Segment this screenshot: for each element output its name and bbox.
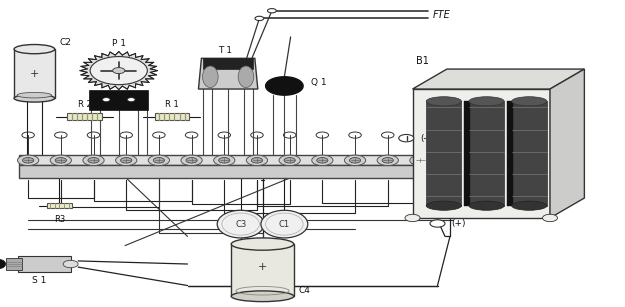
Circle shape	[127, 98, 135, 102]
Text: B1: B1	[416, 56, 429, 66]
Circle shape	[214, 155, 235, 165]
Polygon shape	[266, 77, 303, 95]
Bar	[231, 244, 294, 296]
Polygon shape	[199, 58, 258, 89]
Circle shape	[312, 155, 333, 165]
Ellipse shape	[469, 201, 504, 210]
Bar	[507, 101, 513, 206]
Circle shape	[90, 56, 148, 85]
Text: (+): (+)	[451, 219, 466, 228]
Bar	[426, 101, 461, 206]
Circle shape	[22, 157, 34, 163]
Circle shape	[255, 16, 264, 21]
Circle shape	[344, 155, 366, 165]
Text: FTE: FTE	[432, 10, 450, 20]
Circle shape	[219, 157, 230, 163]
Polygon shape	[550, 69, 584, 218]
Text: +: +	[30, 69, 39, 79]
Text: P 1: P 1	[112, 39, 126, 48]
Circle shape	[377, 155, 398, 165]
Circle shape	[542, 214, 558, 222]
Ellipse shape	[231, 238, 294, 250]
Circle shape	[63, 260, 78, 268]
Ellipse shape	[14, 95, 55, 102]
Circle shape	[442, 155, 464, 165]
Circle shape	[102, 98, 110, 102]
Ellipse shape	[231, 291, 294, 301]
Circle shape	[50, 155, 71, 165]
Circle shape	[112, 68, 125, 74]
Circle shape	[382, 157, 393, 163]
Text: Q 1: Q 1	[311, 78, 326, 87]
Bar	[512, 101, 547, 206]
Circle shape	[246, 155, 268, 165]
Text: S 1: S 1	[32, 276, 46, 285]
Ellipse shape	[217, 210, 264, 238]
Bar	[6, 258, 22, 270]
Text: R 2: R 2	[78, 100, 91, 109]
Circle shape	[148, 155, 169, 165]
Circle shape	[399, 134, 414, 142]
Ellipse shape	[426, 97, 461, 106]
Bar	[19, 155, 462, 165]
Circle shape	[284, 157, 295, 163]
Text: C2: C2	[59, 38, 71, 48]
Ellipse shape	[0, 259, 6, 269]
Circle shape	[121, 157, 132, 163]
Circle shape	[83, 155, 104, 165]
Circle shape	[448, 157, 459, 163]
Bar	[19, 165, 462, 178]
Circle shape	[18, 155, 39, 165]
Text: +: +	[258, 262, 268, 272]
Circle shape	[153, 157, 164, 163]
Ellipse shape	[426, 201, 461, 210]
Text: (-): (-)	[420, 134, 430, 143]
Ellipse shape	[202, 66, 218, 87]
Ellipse shape	[238, 66, 254, 87]
Bar	[469, 101, 504, 206]
Ellipse shape	[17, 92, 52, 98]
Text: C3: C3	[235, 220, 246, 229]
Text: T 1: T 1	[218, 46, 232, 55]
Ellipse shape	[512, 97, 547, 106]
Bar	[155, 113, 189, 120]
Text: R3: R3	[54, 215, 65, 223]
Bar	[464, 101, 470, 206]
Circle shape	[415, 157, 426, 163]
Bar	[18, 256, 71, 272]
Circle shape	[181, 155, 203, 165]
Circle shape	[88, 157, 99, 163]
Circle shape	[268, 9, 276, 13]
Bar	[14, 49, 55, 98]
Text: C1: C1	[279, 220, 290, 229]
Bar	[89, 90, 149, 110]
Circle shape	[317, 157, 328, 163]
Ellipse shape	[512, 201, 547, 210]
Circle shape	[279, 155, 300, 165]
Polygon shape	[412, 69, 584, 89]
Ellipse shape	[14, 45, 55, 54]
Circle shape	[55, 157, 66, 163]
Circle shape	[405, 214, 420, 222]
Text: C4: C4	[299, 286, 311, 295]
Circle shape	[349, 157, 361, 163]
Circle shape	[410, 155, 431, 165]
Bar	[47, 203, 72, 208]
Ellipse shape	[469, 97, 504, 106]
Polygon shape	[80, 52, 158, 90]
Circle shape	[116, 155, 137, 165]
Circle shape	[430, 220, 445, 227]
Text: R 1: R 1	[165, 100, 179, 109]
Circle shape	[186, 157, 198, 163]
Bar	[412, 89, 550, 218]
Bar	[203, 58, 253, 69]
Circle shape	[251, 157, 262, 163]
Bar	[68, 113, 101, 120]
Ellipse shape	[261, 210, 308, 238]
